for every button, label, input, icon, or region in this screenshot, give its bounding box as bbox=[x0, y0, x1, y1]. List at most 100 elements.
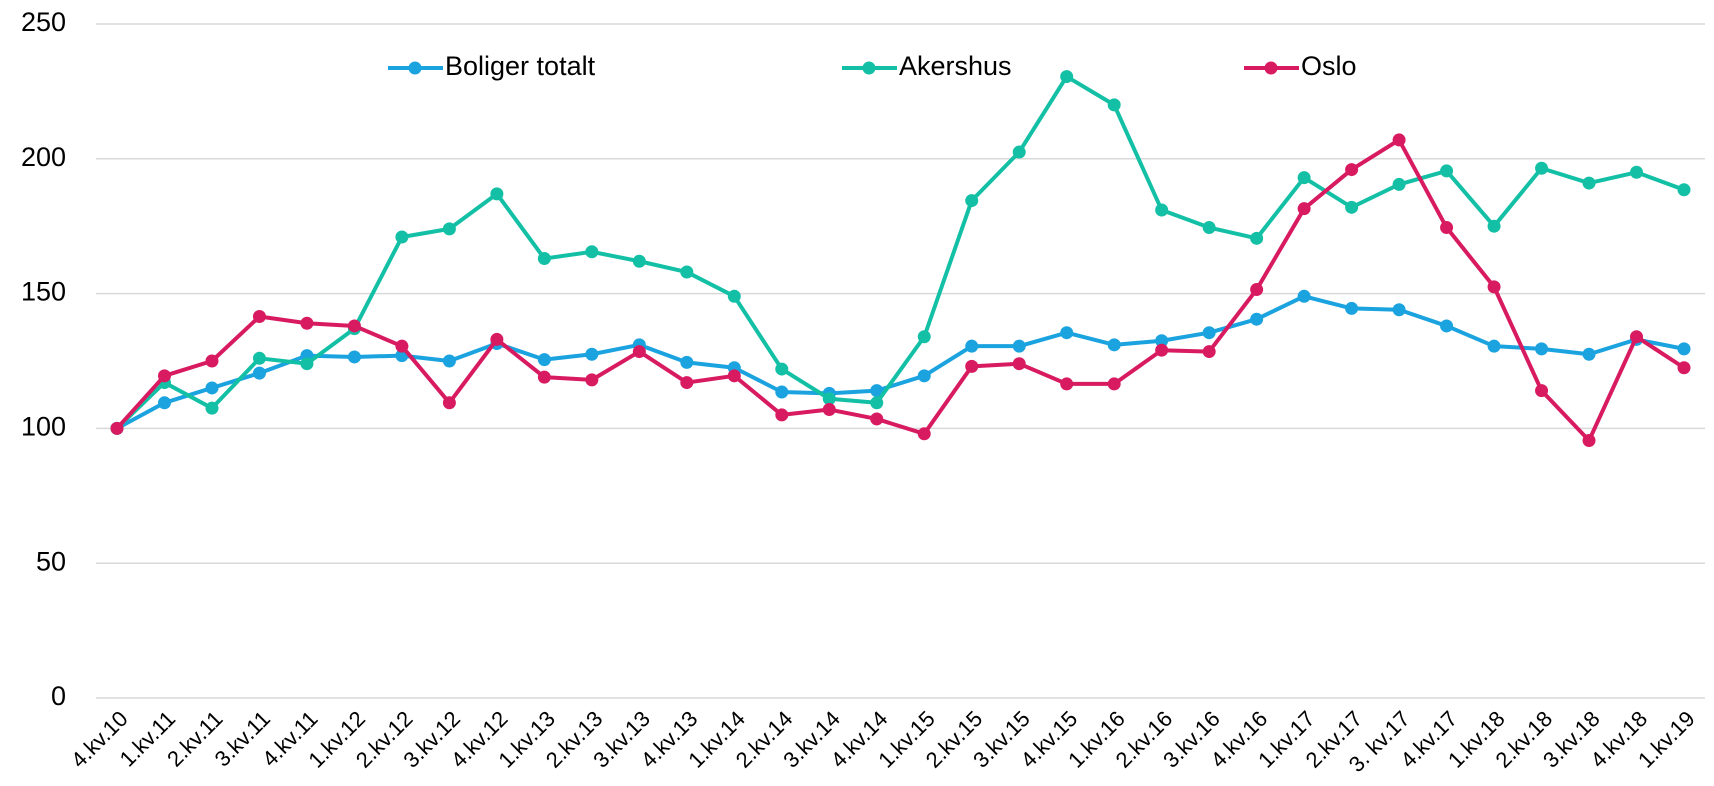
data-point bbox=[1392, 133, 1406, 147]
data-point bbox=[1630, 165, 1644, 179]
data-point bbox=[347, 350, 361, 364]
data-point bbox=[1487, 339, 1501, 353]
data-point bbox=[585, 347, 599, 361]
data-point bbox=[1487, 280, 1501, 294]
data-point bbox=[1297, 171, 1311, 185]
data-point bbox=[1250, 312, 1264, 326]
data-point bbox=[395, 339, 409, 353]
data-point bbox=[157, 396, 171, 410]
data-point bbox=[680, 265, 694, 279]
data-point bbox=[1250, 283, 1264, 297]
data-point bbox=[585, 245, 599, 259]
data-point bbox=[727, 289, 741, 303]
data-point bbox=[442, 354, 456, 368]
y-tick-label: 150 bbox=[21, 277, 66, 307]
data-point bbox=[1155, 334, 1169, 348]
data-point bbox=[442, 396, 456, 410]
data-point bbox=[157, 369, 171, 383]
legend-marker bbox=[1264, 61, 1278, 75]
data-point bbox=[1012, 145, 1026, 159]
data-point bbox=[537, 353, 551, 367]
legend-marker bbox=[862, 61, 876, 75]
data-point bbox=[680, 355, 694, 369]
data-point bbox=[1677, 183, 1691, 197]
legend-label: Akershus bbox=[899, 51, 1012, 81]
data-point bbox=[205, 354, 219, 368]
data-point bbox=[1297, 202, 1311, 216]
data-point bbox=[252, 351, 266, 365]
data-point bbox=[775, 385, 789, 399]
data-point bbox=[1582, 347, 1596, 361]
data-point bbox=[300, 316, 314, 330]
data-point bbox=[632, 345, 646, 359]
data-point bbox=[490, 187, 504, 201]
data-point bbox=[252, 310, 266, 324]
data-point bbox=[822, 392, 836, 406]
data-point bbox=[775, 362, 789, 376]
data-point bbox=[1202, 345, 1216, 359]
data-point bbox=[205, 381, 219, 395]
y-tick-label: 250 bbox=[21, 7, 66, 37]
data-point bbox=[1440, 221, 1454, 235]
data-point bbox=[1440, 164, 1454, 178]
data-point bbox=[300, 357, 314, 371]
data-point bbox=[395, 230, 409, 244]
y-tick-label: 200 bbox=[21, 142, 66, 172]
data-point bbox=[1345, 163, 1359, 177]
data-point bbox=[1487, 219, 1501, 233]
data-point bbox=[205, 401, 219, 415]
data-point bbox=[537, 252, 551, 266]
data-point bbox=[632, 254, 646, 268]
data-point bbox=[537, 370, 551, 384]
data-point bbox=[917, 369, 931, 383]
series-line bbox=[115, 137, 1686, 443]
data-point bbox=[1440, 319, 1454, 333]
data-point bbox=[680, 376, 694, 390]
data-point bbox=[870, 412, 884, 426]
data-point bbox=[1202, 221, 1216, 235]
data-point bbox=[1155, 203, 1169, 217]
data-point bbox=[1677, 361, 1691, 375]
y-tick-label: 0 bbox=[51, 681, 66, 711]
data-point bbox=[965, 194, 979, 208]
data-point bbox=[917, 330, 931, 344]
data-point bbox=[442, 222, 456, 236]
y-tick-label: 100 bbox=[21, 412, 66, 442]
data-point bbox=[1060, 70, 1074, 84]
data-point bbox=[727, 369, 741, 383]
data-point bbox=[965, 359, 979, 373]
data-point bbox=[1107, 338, 1121, 352]
data-point bbox=[870, 384, 884, 398]
data-point bbox=[965, 339, 979, 353]
data-point bbox=[1107, 377, 1121, 391]
data-point bbox=[1060, 377, 1074, 391]
data-point bbox=[1012, 339, 1026, 353]
data-point bbox=[1012, 357, 1026, 371]
data-point bbox=[870, 396, 884, 410]
legend-label: Oslo bbox=[1301, 51, 1357, 81]
y-tick-label: 50 bbox=[36, 546, 66, 576]
data-point bbox=[110, 421, 124, 435]
data-point bbox=[490, 332, 504, 346]
series-line bbox=[115, 74, 1685, 430]
data-point bbox=[1582, 176, 1596, 190]
legend-marker bbox=[408, 61, 422, 75]
data-point bbox=[1202, 326, 1216, 340]
data-point bbox=[1535, 384, 1549, 398]
data-point bbox=[1535, 342, 1549, 356]
data-point bbox=[1250, 231, 1264, 245]
data-point bbox=[917, 427, 931, 441]
series-line bbox=[116, 294, 1685, 431]
data-point bbox=[1677, 342, 1691, 356]
data-point bbox=[1155, 343, 1169, 357]
data-point bbox=[775, 408, 789, 422]
data-point bbox=[1582, 434, 1596, 448]
data-point bbox=[1392, 177, 1406, 191]
legend-label: Boliger totalt bbox=[445, 51, 596, 81]
data-point bbox=[347, 319, 361, 333]
data-point bbox=[1345, 301, 1359, 315]
data-point bbox=[1297, 289, 1311, 303]
data-point bbox=[585, 373, 599, 387]
